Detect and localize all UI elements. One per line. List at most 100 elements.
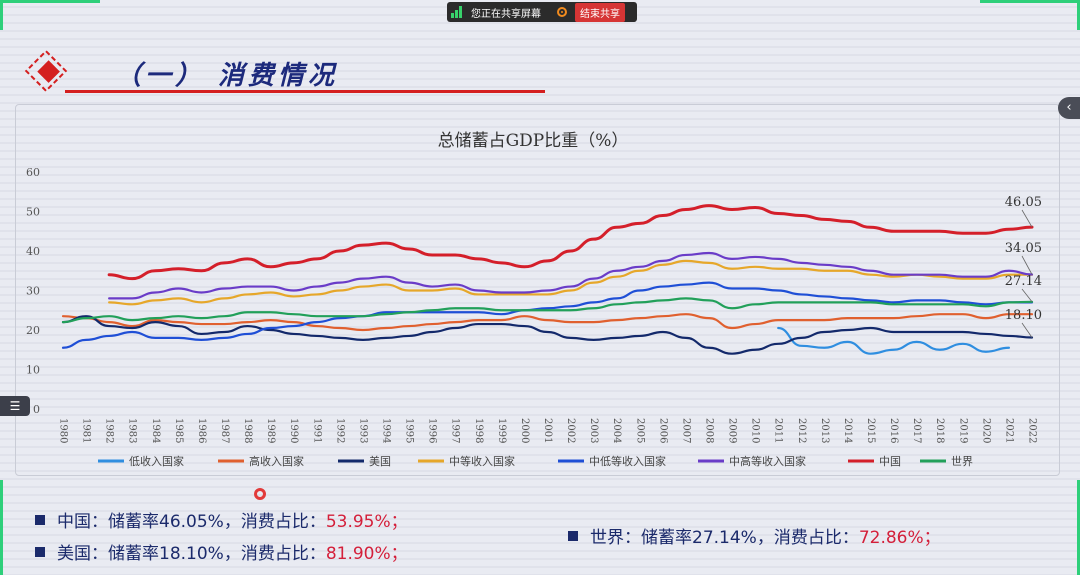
chevron-left-icon[interactable]: ‹: [1058, 97, 1080, 119]
series-line-1: [61, 313, 1034, 332]
series-lines: [61, 204, 1034, 355]
x-tick-label: 1987: [219, 418, 230, 443]
note-china: 中国：储蓄率46.05%，消费占比：53.95%；: [35, 507, 408, 532]
x-axis: 1980 1981 1982 1983 1984 1985 1986 1987 1988 1989…: [58, 418, 1038, 443]
legend-item[interactable]: 高收入国家: [218, 454, 304, 468]
annotation-leader: [1021, 209, 1033, 228]
series-line-4: [61, 281, 1034, 349]
series-line-5: [108, 251, 1034, 300]
y-tick-label: 20: [26, 324, 40, 337]
x-tick-label: 2012: [796, 418, 807, 443]
chart-title: 总储蓄占GDP比重（%）: [438, 131, 629, 151]
x-tick-label: 2020: [980, 418, 991, 443]
signal-icon: [451, 6, 465, 18]
legend-label: 世界: [951, 455, 973, 468]
legend-label: 中高等收入国家: [729, 454, 806, 468]
note-world-text: 世界：储蓄率27.14%，消费占比：: [590, 528, 859, 548]
note-world: 世界：储蓄率27.14%，消费占比：72.86%；: [568, 523, 941, 548]
x-tick-label: 1985: [173, 418, 184, 443]
annotation-label: 34.05: [1005, 241, 1042, 256]
x-tick-label: 1995: [404, 418, 415, 443]
x-tick-label: 1986: [196, 418, 207, 443]
x-tick-label: 2015: [865, 418, 876, 443]
bullet-icon: [568, 531, 578, 541]
corner-marker: [1077, 480, 1080, 575]
x-tick-label: 2004: [611, 418, 622, 443]
section-header: （一） 消费情况: [20, 45, 550, 97]
x-tick-label: 2010: [750, 418, 761, 443]
x-tick-label: 2022: [1027, 418, 1038, 443]
x-tick-label: 2018: [934, 418, 945, 443]
legend-label: 中等收入国家: [449, 454, 515, 468]
x-tick-label: 1991: [311, 418, 322, 443]
legend-item[interactable]: 中等收入国家: [418, 454, 515, 468]
legend-item[interactable]: 世界: [920, 455, 973, 468]
corner-marker: [0, 0, 100, 3]
series-line-3: [108, 259, 1034, 306]
chart-frame: [15, 104, 1060, 476]
x-tick-label: 2017: [911, 418, 922, 443]
y-tick-label: 10: [26, 364, 40, 377]
x-tick-label: 1984: [150, 418, 161, 443]
legend-label: 中国: [879, 455, 901, 468]
y-tick-label: 30: [26, 285, 40, 298]
annotation-leader: [1021, 288, 1033, 303]
legend-item[interactable]: 中国: [848, 455, 901, 468]
x-tick-label: 1983: [127, 418, 138, 443]
series-line-6: [107, 204, 1034, 281]
y-axis: 0 10 20 30 40 50 60: [26, 166, 40, 416]
corner-marker: [1077, 0, 1080, 30]
x-tick-label: 2002: [565, 418, 576, 443]
diamond-logo-icon: [24, 49, 68, 93]
x-tick-label: 2013: [819, 418, 830, 443]
end-annotations: 46.05 34.05 27.14 18.10: [1005, 195, 1042, 338]
note-china-value: 53.95%；: [325, 512, 408, 532]
section-title: （一） 消费情况: [115, 61, 339, 91]
legend-item[interactable]: 中高等收入国家: [698, 454, 806, 468]
chart-legend: 低收入国家 高收入国家 美国 中等收入国家 中低等收入国家 中高等收入国家 中国 世界: [98, 454, 973, 468]
x-tick-label: 2007: [680, 418, 691, 443]
corner-marker: [980, 0, 1080, 3]
annotation-label: 18.10: [1005, 308, 1042, 323]
x-tick-label: 1982: [104, 418, 115, 443]
annotation-label: 46.05: [1005, 195, 1042, 210]
bullet-icon: [35, 515, 45, 525]
x-tick-label: 2008: [704, 418, 715, 443]
x-tick-label: 1980: [58, 418, 69, 443]
corner-marker: [0, 0, 3, 30]
x-tick-label: 2014: [842, 418, 853, 443]
series-line-2: [61, 315, 1034, 355]
x-tick-label: 1992: [334, 418, 345, 443]
annotation-leader: [1021, 322, 1033, 338]
pointer-cursor: [254, 488, 266, 500]
x-tick-label: 2011: [773, 418, 784, 443]
x-tick-label: 1990: [288, 418, 299, 443]
x-tick-label: 1994: [381, 418, 392, 443]
x-tick-label: 2003: [588, 418, 599, 443]
series-line-0: [777, 326, 1011, 355]
end-share-button[interactable]: 结束共享: [575, 2, 625, 22]
y-tick-label: 60: [26, 166, 40, 179]
x-tick-label: 2019: [957, 418, 968, 443]
x-tick-label: 1997: [450, 418, 461, 443]
legend-label: 美国: [369, 455, 391, 468]
summary-notes: 中国：储蓄率46.05%，消费占比：53.95%； 美国：储蓄率18.10%，消…: [0, 495, 1080, 575]
legend-item[interactable]: 低收入国家: [98, 454, 184, 468]
legend-item[interactable]: 中低等收入国家: [558, 454, 666, 468]
annotation-label: 27.14: [1005, 274, 1042, 289]
record-icon[interactable]: [557, 7, 567, 17]
title-underline: [65, 90, 545, 93]
y-tick-label: 0: [33, 403, 40, 416]
note-us-text: 美国：储蓄率18.10%，消费占比：: [57, 544, 326, 564]
legend-label: 中低等收入国家: [589, 454, 666, 468]
menu-icon[interactable]: ☰: [0, 396, 30, 416]
legend-label: 低收入国家: [129, 454, 184, 468]
legend-item[interactable]: 美国: [338, 455, 391, 468]
x-tick-label: 1999: [496, 418, 507, 443]
x-tick-label: 1993: [357, 418, 368, 443]
x-tick-label: 1988: [242, 418, 253, 443]
y-tick-label: 50: [26, 206, 40, 219]
x-tick-label: 1989: [265, 418, 276, 443]
note-us-value: 81.90%；: [325, 544, 408, 564]
